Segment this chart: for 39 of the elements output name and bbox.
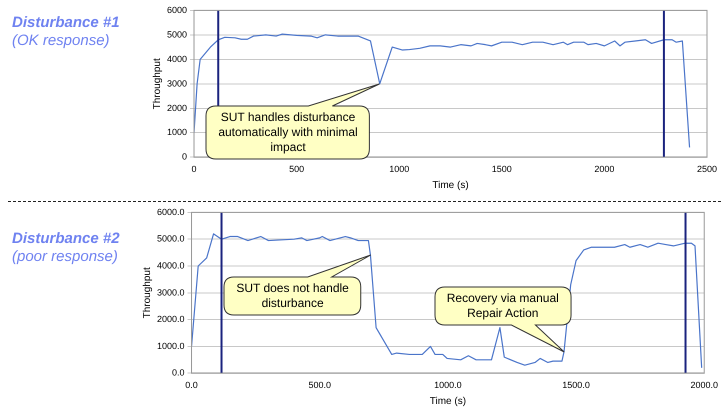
text: (poor response) — [12, 248, 119, 266]
x-tick-label: 1000 — [389, 164, 410, 174]
y-axis-title: Throughput — [142, 267, 153, 318]
x-tick-label: 500 — [289, 164, 304, 174]
y-tick-label: 2000.0 — [156, 314, 185, 324]
y-tick-label: 0.0 — [172, 368, 185, 378]
y-tick-label: 1000.0 — [156, 340, 185, 351]
x-tick-label: 2000 — [594, 164, 614, 174]
y-tick-label: 5000 — [166, 29, 188, 40]
x-tick-label: 1500 — [492, 164, 512, 174]
x-axis-title: Time (s) — [430, 396, 466, 407]
x-tick-label: 1000.0 — [434, 380, 462, 390]
speech-bubble: SUT handles disturbance automatically with minimal impact — [205, 82, 381, 160]
x-tick-label: 2500 — [696, 164, 718, 174]
y-axis-title: Throughput — [152, 58, 163, 110]
x-tick-label: 0.0 — [185, 380, 198, 390]
y-tick-label: 5000.0 — [156, 234, 185, 244]
x-axis-title: Time (s) — [432, 180, 469, 191]
text: Disturbance #1 — [12, 14, 120, 32]
y-tick-label: 0 — [182, 152, 188, 162]
annotation: Recovery via manual Repair Action — [446, 290, 560, 321]
annotation: SUT does not handle disturbance — [235, 281, 350, 312]
y-tick-label: 3000.0 — [156, 287, 185, 298]
y-tick-label: 6000.0 — [156, 206, 185, 217]
y-tick-label: 1000 — [166, 127, 188, 138]
annotation: SUT handles disturbance automatically with minimal impact — [217, 110, 359, 155]
y-tick-label: 6000 — [166, 4, 188, 15]
y-tick-label: 2000 — [166, 102, 188, 113]
x-tick-label: 2000.0 — [690, 380, 718, 390]
speech-bubble: SUT does not handle disturbance — [223, 254, 372, 316]
speech-bubble: Recovery via manual Repair Action — [434, 286, 572, 353]
y-tick-label: 4000 — [166, 54, 188, 64]
x-tick-label: 500.0 — [308, 380, 331, 390]
x-tick-label: 0 — [192, 164, 197, 174]
x-tick-label: 1500.0 — [562, 380, 590, 390]
text: (OK response) — [12, 32, 111, 50]
y-tick-label: 4000.0 — [156, 260, 185, 270]
y-tick-label: 3000 — [166, 78, 188, 88]
text: Disturbance #2 — [12, 230, 120, 248]
